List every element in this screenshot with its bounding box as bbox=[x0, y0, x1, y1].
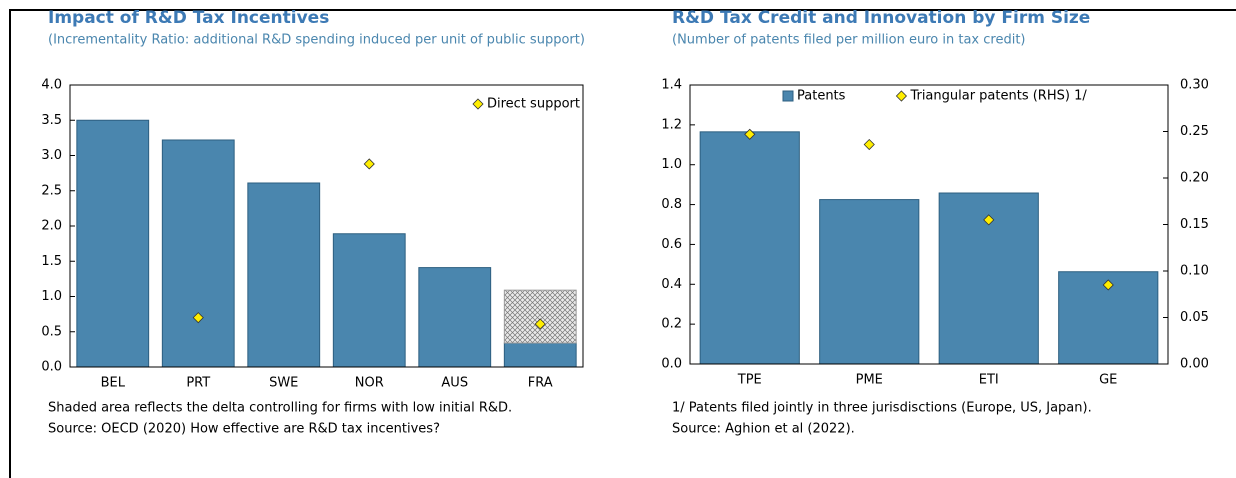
y-tick-label: 2.5 bbox=[41, 183, 62, 198]
y2-tick-label: 0.05 bbox=[1180, 310, 1209, 325]
y-tick-label: 1.5 bbox=[41, 254, 62, 269]
chart-title: R&D Tax Credit and Innovation by Firm Si… bbox=[672, 8, 1090, 28]
x-tick-label: AUS bbox=[441, 376, 468, 391]
y-tick-label: 0.0 bbox=[41, 360, 62, 375]
bar bbox=[699, 131, 800, 365]
x-tick-label: NOR bbox=[355, 376, 384, 391]
chart-subtitle: (Number of patents filed per million eur… bbox=[672, 33, 1025, 48]
y-tick-label: 0.5 bbox=[41, 324, 62, 339]
y2-tick-label: 0.30 bbox=[1180, 78, 1209, 93]
legend-label: Triangular patents (RHS) 1/ bbox=[909, 89, 1087, 104]
marker bbox=[192, 312, 204, 324]
y2-tick-label: 0.15 bbox=[1180, 217, 1209, 232]
y-tick-label: 1.0 bbox=[41, 289, 62, 304]
marker bbox=[363, 158, 375, 170]
y-tick-label: 0.6 bbox=[661, 237, 682, 252]
bar bbox=[503, 342, 577, 368]
x-tick-label: GE bbox=[1099, 373, 1117, 388]
legend-swatch bbox=[472, 98, 484, 110]
x-tick-label: ETI bbox=[979, 373, 999, 388]
note: Source: Aghion et al (2022). bbox=[672, 422, 855, 437]
y-tick-label: 3.0 bbox=[41, 148, 62, 163]
bar bbox=[247, 182, 321, 368]
y2-tick-label: 0.00 bbox=[1180, 357, 1209, 372]
x-tick-label: PRT bbox=[186, 376, 210, 391]
note: 1/ Patents filed jointly in three jurisd… bbox=[672, 401, 1092, 416]
legend-swatch bbox=[782, 90, 794, 102]
y-tick-label: 0.2 bbox=[661, 317, 682, 332]
y-tick-label: 2.0 bbox=[41, 219, 62, 234]
note: Source: OECD (2020) How effective are R&… bbox=[48, 422, 440, 437]
bar bbox=[76, 119, 150, 368]
marker bbox=[983, 214, 995, 226]
bar bbox=[332, 233, 406, 368]
y-tick-label: 0.0 bbox=[661, 357, 682, 372]
legend-label: Patents bbox=[797, 89, 846, 104]
legend-swatch bbox=[895, 90, 908, 102]
y2-tick-label: 0.20 bbox=[1180, 171, 1209, 186]
y-tick-label: 1.0 bbox=[661, 157, 682, 172]
x-tick-label: SWE bbox=[269, 376, 298, 391]
y2-tick-label: 0.25 bbox=[1180, 124, 1209, 139]
x-tick-label: BEL bbox=[101, 376, 126, 391]
x-tick-label: PME bbox=[856, 373, 883, 388]
x-tick-label: FRA bbox=[528, 376, 553, 391]
plot-frame bbox=[689, 84, 1169, 365]
y-tick-label: 0.8 bbox=[661, 197, 682, 212]
note: Shaded area reflects the delta controlli… bbox=[48, 401, 512, 416]
marker bbox=[1102, 279, 1114, 291]
x-tick-label: TPE bbox=[737, 373, 762, 388]
marker bbox=[534, 318, 546, 330]
y2-tick-label: 0.10 bbox=[1180, 264, 1209, 279]
marker bbox=[744, 128, 756, 140]
bar bbox=[418, 267, 492, 368]
bar bbox=[819, 199, 920, 365]
bar bbox=[161, 139, 235, 368]
y-tick-label: 1.2 bbox=[661, 117, 682, 132]
chart-title: Impact of R&D Tax Incentives bbox=[48, 8, 329, 28]
chart-subtitle: (Incrementality Ratio: additional R&D sp… bbox=[48, 33, 585, 48]
y-tick-label: 3.5 bbox=[41, 113, 62, 128]
y-tick-label: 1.4 bbox=[661, 78, 682, 93]
plot-frame bbox=[69, 84, 584, 368]
bar bbox=[503, 289, 577, 344]
y-tick-label: 0.4 bbox=[661, 277, 682, 292]
y-tick-label: 4.0 bbox=[41, 78, 62, 93]
marker bbox=[863, 138, 875, 151]
legend-label: Direct support bbox=[487, 97, 580, 112]
